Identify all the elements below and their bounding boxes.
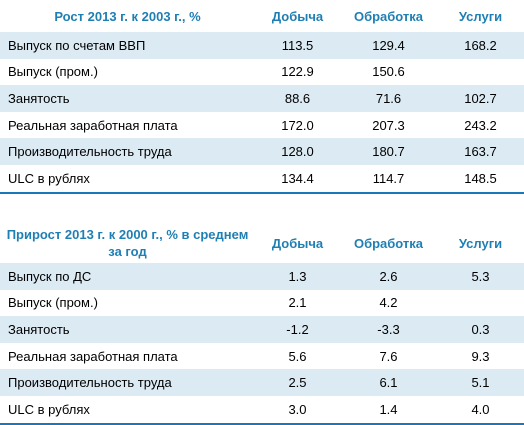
column-header-services: Услуги xyxy=(458,8,503,24)
cell-mining: 134.4 xyxy=(255,164,340,194)
cell-services: 5.1 xyxy=(437,369,524,396)
cell-mining: 2.1 xyxy=(255,289,340,317)
table-header-row: Прирост 2013 г. к 2000 г., % в среднем з… xyxy=(0,223,524,263)
cell-manufacturing: 71.6 xyxy=(340,85,437,112)
column-header-mining: Добыча xyxy=(271,8,324,24)
cell-services: 102.7 xyxy=(437,85,524,112)
table-row: Выпуск (пром.) 122.9 150.6 xyxy=(0,58,524,86)
cell-manufacturing: 7.6 xyxy=(340,342,437,370)
cell-mining: 128.0 xyxy=(255,138,340,165)
cell-services: 4.0 xyxy=(437,395,524,425)
cell-manufacturing: 4.2 xyxy=(340,289,437,317)
row-label: Занятость xyxy=(0,316,255,343)
cell-manufacturing: 180.7 xyxy=(340,138,437,165)
cell-mining: 113.5 xyxy=(255,32,340,59)
cell-manufacturing: 6.1 xyxy=(340,369,437,396)
row-label: Реальная заработная плата xyxy=(0,342,255,370)
table-title: Прирост 2013 г. к 2000 г., % в среднем з… xyxy=(6,227,249,259)
row-label: ULC в рублях xyxy=(0,164,255,194)
cell-manufacturing: 2.6 xyxy=(340,263,437,290)
table-row: ULC в рублях 3.0 1.4 4.0 xyxy=(0,395,524,425)
cell-services: 148.5 xyxy=(437,164,524,194)
row-label: Выпуск по счетам ВВП xyxy=(0,32,255,59)
column-header-manufacturing: Обработка xyxy=(353,8,424,24)
cell-mining: 3.0 xyxy=(255,395,340,425)
table-row: Выпуск по ДС 1.3 2.6 5.3 xyxy=(0,263,524,290)
table-row: Производительность труда 128.0 180.7 163… xyxy=(0,138,524,165)
table-row: Выпуск (пром.) 2.1 4.2 xyxy=(0,289,524,317)
row-label: Выпуск по ДС xyxy=(0,263,255,290)
table-row: Реальная заработная плата 5.6 7.6 9.3 xyxy=(0,342,524,370)
cell-mining: 5.6 xyxy=(255,342,340,370)
growth-table-2013-vs-2000-annual: Прирост 2013 г. к 2000 г., % в среднем з… xyxy=(0,223,524,425)
cell-mining: 172.0 xyxy=(255,111,340,139)
growth-table-2013-vs-2003: Рост 2013 г. к 2003 г., % Добыча Обработ… xyxy=(0,0,524,194)
column-header-services: Услуги xyxy=(458,235,503,251)
table-header-row: Рост 2013 г. к 2003 г., % Добыча Обработ… xyxy=(0,0,524,32)
cell-services: 9.3 xyxy=(437,342,524,370)
column-header-manufacturing: Обработка xyxy=(353,235,424,251)
row-label: Занятость xyxy=(0,85,255,112)
cell-services: 163.7 xyxy=(437,138,524,165)
cell-manufacturing: 150.6 xyxy=(340,58,437,86)
cell-mining: 1.3 xyxy=(255,263,340,290)
table-row: Занятость 88.6 71.6 102.7 xyxy=(0,85,524,112)
cell-manufacturing: 207.3 xyxy=(340,111,437,139)
cell-manufacturing: 129.4 xyxy=(340,32,437,59)
cell-services: 5.3 xyxy=(437,263,524,290)
table-row: Занятость -1.2 -3.3 0.3 xyxy=(0,316,524,343)
cell-mining: 88.6 xyxy=(255,85,340,112)
table-row: Выпуск по счетам ВВП 113.5 129.4 168.2 xyxy=(0,32,524,59)
table-row: ULC в рублях 134.4 114.7 148.5 xyxy=(0,164,524,194)
cell-mining: 2.5 xyxy=(255,369,340,396)
cell-services: 243.2 xyxy=(437,111,524,139)
column-header-mining: Добыча xyxy=(271,235,324,251)
row-label: Производительность труда xyxy=(0,138,255,165)
cell-mining: -1.2 xyxy=(255,316,340,343)
cell-services: 168.2 xyxy=(437,32,524,59)
table-row: Производительность труда 2.5 6.1 5.1 xyxy=(0,369,524,396)
cell-mining: 122.9 xyxy=(255,58,340,86)
row-label: Выпуск (пром.) xyxy=(0,58,255,86)
cell-services: 0.3 xyxy=(437,316,524,343)
table-title: Рост 2013 г. к 2003 г., % xyxy=(54,8,201,24)
row-label: Выпуск (пром.) xyxy=(0,289,255,317)
row-label: Реальная заработная плата xyxy=(0,111,255,139)
row-label: Производительность труда xyxy=(0,369,255,396)
cell-manufacturing: 1.4 xyxy=(340,395,437,425)
table-row: Реальная заработная плата 172.0 207.3 24… xyxy=(0,111,524,139)
cell-manufacturing: -3.3 xyxy=(340,316,437,343)
cell-services xyxy=(437,289,524,317)
cell-manufacturing: 114.7 xyxy=(340,164,437,194)
row-label: ULC в рублях xyxy=(0,395,255,425)
cell-services xyxy=(437,58,524,86)
